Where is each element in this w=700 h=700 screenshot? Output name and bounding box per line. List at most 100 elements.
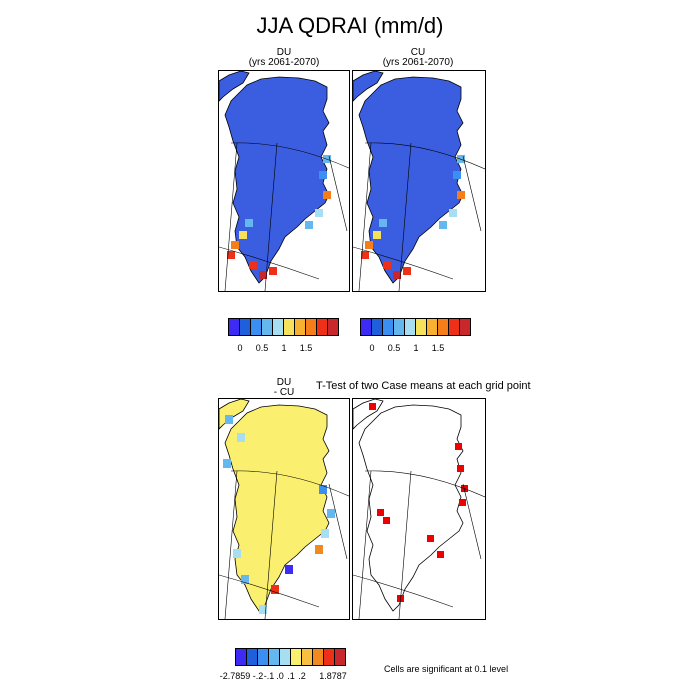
graticule-line — [398, 470, 412, 619]
colorbar-tick-label: 0 — [369, 343, 375, 353]
du-map — [219, 71, 349, 291]
drainage-cell — [231, 241, 239, 249]
graticule-line — [264, 470, 278, 619]
difference-cell — [319, 485, 327, 494]
diff-colorbar — [235, 648, 346, 666]
diff-panel-title: DU - CU — [218, 378, 350, 398]
colorbar-tick-label: -.1 — [263, 671, 275, 681]
colorbar-tick-label: -.2 — [252, 671, 264, 681]
graticule-line — [224, 142, 238, 291]
drainage-cell — [259, 271, 267, 279]
difference-cell — [223, 459, 231, 468]
graticule-line — [219, 574, 320, 608]
significant-cell — [437, 551, 444, 558]
drainage-cell — [457, 191, 465, 199]
graticule-line — [230, 470, 349, 497]
drainage-cell — [403, 267, 411, 275]
graticule-line — [358, 142, 372, 291]
difference-cell — [225, 415, 233, 424]
drainage-cell — [439, 221, 447, 229]
graticule-line — [230, 142, 349, 169]
cu-colorbar — [360, 318, 471, 336]
ellesmere-landmass — [219, 71, 250, 102]
difference-cell — [271, 585, 279, 594]
significant-cell — [369, 403, 376, 410]
du-map-panel — [218, 70, 350, 292]
ellesmere-landmass — [353, 71, 384, 102]
drainage-cell — [449, 209, 457, 217]
drainage-cell — [453, 171, 461, 179]
colorbar-tick-label: 0.5 — [387, 343, 401, 353]
ttest-map-panel — [352, 398, 486, 620]
diff-title-line1: DU — [276, 377, 292, 388]
significant-cell — [459, 499, 466, 506]
colorbar-tick-label: -2.7859 — [219, 671, 251, 681]
greenland-landmass — [358, 76, 464, 284]
drainage-cell — [269, 267, 277, 275]
drainage-cell — [361, 251, 369, 259]
ttest-map — [353, 399, 485, 619]
colorbar-tick-label: .0 — [276, 671, 284, 681]
du-title-line1: DU — [276, 47, 292, 58]
graticule-line — [462, 155, 482, 232]
drainage-cell — [227, 251, 235, 259]
graticule-line — [224, 470, 238, 619]
difference-cell — [321, 529, 329, 538]
drainage-cell — [383, 261, 391, 269]
drainage-cell — [239, 231, 247, 239]
cu-title-line2: (yrs 2061-2070) — [382, 57, 454, 68]
du-title-line2: (yrs 2061-2070) — [248, 57, 320, 68]
colorbar-tick-label: .2 — [298, 671, 306, 681]
graticule-line — [358, 470, 372, 619]
colorbar-tick-label: 1.5 — [299, 343, 313, 353]
drainage-cell — [323, 191, 331, 199]
graticule-line — [264, 142, 278, 291]
colorbar-swatch — [327, 318, 339, 336]
diff-colorbar-labels: -2.7859 -.2 -.1.0.1.2 1.8787 — [220, 671, 347, 683]
drainage-cell — [365, 241, 373, 249]
graticule-line — [353, 574, 454, 608]
significant-cell — [455, 443, 462, 450]
greenland-landmass — [358, 404, 464, 612]
significant-cell — [377, 509, 384, 516]
diff-title-line2: - CU — [273, 387, 295, 398]
colorbar-tick-label: 0.5 — [255, 343, 269, 353]
graticule-line — [398, 142, 412, 291]
graticule-line — [364, 470, 485, 498]
drainage-cell — [245, 219, 253, 227]
greenland-landmass — [224, 404, 330, 612]
colorbar-swatch — [459, 318, 471, 336]
diff-map-panel — [218, 398, 350, 620]
cu-colorbar-labels: 0 0.5 1 1.5 — [360, 343, 472, 355]
difference-cell — [315, 545, 323, 554]
drainage-cell — [379, 219, 387, 227]
drainage-cell — [249, 261, 257, 269]
colorbar-tick-label: 1.5 — [431, 343, 445, 353]
graticule-line — [219, 246, 320, 280]
figure-title: JJA QDRAI (mm/d) — [256, 13, 444, 38]
graticule-line — [364, 142, 485, 170]
colorbar-tick-label: .1 — [287, 671, 295, 681]
difference-cell — [327, 509, 335, 518]
cu-map — [353, 71, 485, 291]
du-panel-title: DU (yrs 2061-2070) — [218, 48, 350, 68]
colorbar-tick-label: 0 — [237, 343, 243, 353]
cu-panel-title: CU (yrs 2061-2070) — [352, 48, 484, 68]
graticule-line — [353, 246, 454, 280]
drainage-cell — [305, 221, 313, 229]
du-colorbar — [228, 318, 339, 336]
significant-cell — [457, 465, 464, 472]
graticule-line — [328, 155, 348, 232]
drainage-cell — [393, 271, 401, 279]
cu-map-panel — [352, 70, 486, 292]
colorbar-tick-label: 1.8787 — [319, 671, 347, 681]
difference-cell — [259, 605, 267, 614]
graticule-line — [328, 483, 348, 560]
difference-cell — [241, 575, 249, 584]
cu-title-line1: CU — [410, 47, 426, 58]
greenland-landmass — [224, 76, 330, 284]
difference-cell — [237, 433, 245, 442]
graticule-line — [462, 483, 482, 560]
colorbar-tick-label: 1 — [413, 343, 419, 353]
colorbar-swatch — [334, 648, 346, 666]
